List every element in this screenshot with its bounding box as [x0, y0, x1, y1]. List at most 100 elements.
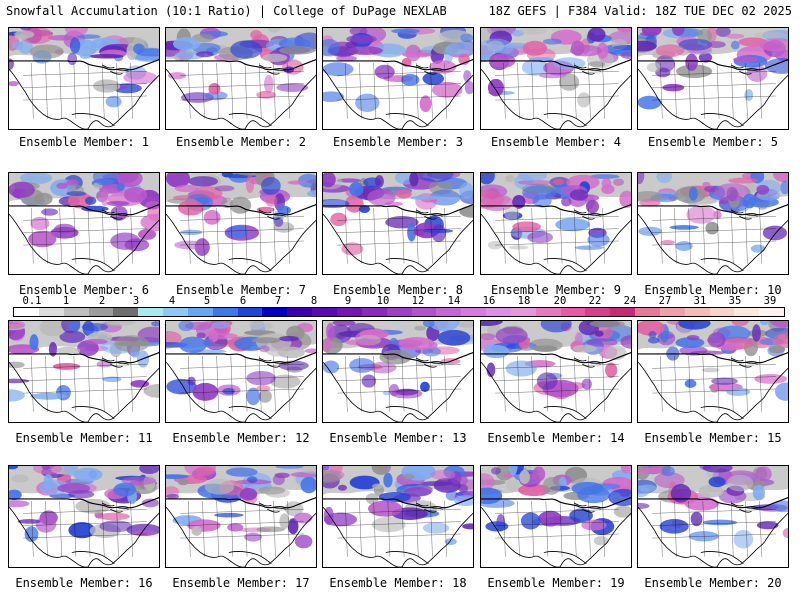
snow-shading: [9, 28, 159, 108]
colorbar-segment: [560, 308, 586, 316]
colorbar-segment: [287, 308, 313, 316]
state-boundaries: [337, 501, 461, 557]
snowfall-map: [166, 466, 316, 567]
ensemble-map-panel: [165, 320, 317, 423]
colorbar-tick-label: 5: [203, 295, 211, 307]
snowfall-map: [638, 466, 788, 567]
snow-shading: [481, 466, 631, 546]
ensemble-map-panel: [637, 320, 789, 423]
state-boundaries: [337, 63, 461, 119]
coastline-and-borders: [9, 59, 159, 129]
ensemble-member-label: Ensemble Member: 15: [644, 431, 782, 445]
ensemble-member-label: Ensemble Member: 10: [644, 283, 782, 297]
colorbar-segment: [461, 308, 487, 316]
state-boundaries: [652, 356, 776, 412]
colorbar-tick-label: 7: [274, 295, 282, 307]
colorbar-tick-label: 10: [376, 295, 390, 307]
coastline-and-borders: [166, 352, 316, 422]
ensemble-member-label: Ensemble Member: 19: [487, 576, 625, 590]
colorbar-segment: [361, 308, 387, 316]
ensemble-member-label: Ensemble Member: 1: [18, 135, 150, 149]
state-boundaries: [495, 63, 619, 119]
coastline-and-borders: [481, 59, 631, 129]
state-boundaries: [337, 356, 461, 412]
snow-shading: [9, 321, 159, 402]
state-boundaries: [652, 63, 776, 119]
state-boundaries: [180, 63, 304, 119]
colorbar-tick-label: 35: [728, 295, 742, 307]
ensemble-member-label: Ensemble Member: 17: [172, 576, 310, 590]
state-boundaries: [23, 501, 147, 557]
colorbar-segment: [63, 308, 89, 316]
state-boundaries: [495, 208, 619, 264]
coastline-and-borders: [166, 59, 316, 129]
snowfall-map: [9, 28, 159, 129]
ensemble-member-label: Ensemble Member: 5: [647, 135, 779, 149]
snowfall-map: [481, 28, 631, 129]
coastline-and-borders: [481, 352, 631, 422]
colorbar-tick-label: 18: [517, 295, 531, 307]
snowfall-colorbar: [13, 307, 785, 317]
colorbar-segment: [237, 308, 263, 316]
colorbar-tick-label: 24: [623, 295, 637, 307]
colorbar-segment: [113, 308, 139, 316]
snow-shading: [638, 321, 788, 401]
coastline-and-borders: [9, 352, 159, 422]
colorbar-segment: [262, 308, 288, 316]
model-run-valid-time: 18Z GEFS | F384 Valid: 18Z TUE DEC 02 20…: [488, 4, 792, 18]
colorbar-segment: [88, 308, 114, 316]
snowfall-map: [9, 173, 159, 274]
coastline-and-borders: [166, 497, 316, 567]
ensemble-map-panel: [322, 27, 474, 130]
ensemble-map-panel: [322, 320, 474, 423]
ensemble-map-panel: [8, 465, 160, 568]
snow-shading: [166, 466, 316, 549]
coastline-and-borders: [166, 204, 316, 274]
coastline-and-borders: [9, 204, 159, 274]
snowfall-map: [9, 321, 159, 422]
coastline-and-borders: [638, 204, 788, 274]
colorbar-segment: [312, 308, 337, 316]
state-boundaries: [495, 356, 619, 412]
colorbar-tick-label: 3: [132, 295, 140, 307]
coastline-and-borders: [638, 497, 788, 567]
ensemble-map-panel: [637, 172, 789, 275]
ensemble-map-panel: [8, 172, 160, 275]
colorbar-tick-label: 27: [658, 295, 672, 307]
ensemble-member-label: Ensemble Member: 6: [18, 283, 150, 297]
colorbar-tick-label: 6: [239, 295, 247, 307]
ensemble-member-label: Ensemble Member: 12: [172, 431, 310, 445]
ensemble-member-label: Ensemble Member: 20: [644, 576, 782, 590]
coastline-and-borders: [323, 204, 473, 274]
colorbar-segment: [138, 308, 164, 316]
snowfall-map: [323, 173, 473, 274]
ensemble-member-label: Ensemble Member: 7: [175, 283, 307, 297]
ensemble-member-label: Ensemble Member: 16: [15, 576, 153, 590]
ensemble-map-panel: [480, 320, 632, 423]
coastline-and-borders: [481, 204, 631, 274]
ensemble-map-panel: [637, 465, 789, 568]
colorbar-segment: [610, 308, 636, 316]
ensemble-map-panel: [637, 27, 789, 130]
snowfall-map: [638, 28, 788, 129]
state-boundaries: [23, 63, 147, 119]
state-boundaries: [180, 501, 304, 557]
snowfall-map: [166, 173, 316, 274]
coastline-and-borders: [323, 59, 473, 129]
snow-shading: [323, 173, 473, 256]
colorbar-segment: [759, 308, 785, 316]
colorbar-segment: [411, 308, 437, 316]
coastline-and-borders: [638, 352, 788, 422]
state-boundaries: [652, 208, 776, 264]
state-boundaries: [495, 501, 619, 557]
snowfall-map: [481, 173, 631, 274]
snowfall-map: [166, 28, 316, 129]
ensemble-member-label: Ensemble Member: 13: [329, 431, 467, 445]
colorbar-segment: [535, 308, 561, 316]
coastline-and-borders: [9, 497, 159, 567]
snow-shading: [166, 28, 316, 103]
colorbar-tick-label: 0.1: [22, 295, 42, 307]
map-title: Snowfall Accumulation (10:1 Ratio) | Col…: [6, 4, 447, 18]
colorbar-segment: [187, 308, 213, 316]
state-boundaries: [337, 208, 461, 264]
